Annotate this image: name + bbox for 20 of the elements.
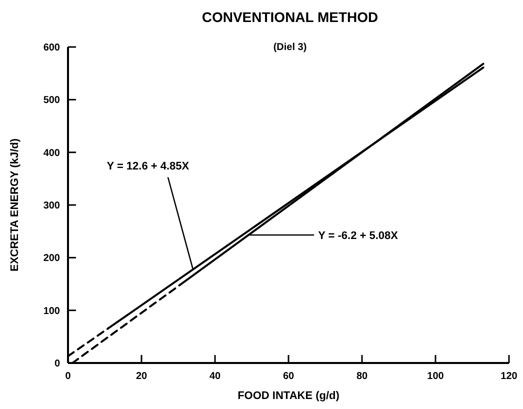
y-tick-label: 0 xyxy=(54,358,60,370)
y-tick-label: 600 xyxy=(43,42,60,54)
x-tick-label: 80 xyxy=(356,371,368,382)
chart-subtitle: (Diel 3) xyxy=(273,42,307,53)
y-tick-label: 100 xyxy=(43,306,60,317)
x-tick-label: 40 xyxy=(209,371,221,382)
x-tick-label: 0 xyxy=(65,371,72,382)
x-tick-label: 60 xyxy=(282,371,294,382)
annotation: Y = -6.2 + 5.08X xyxy=(318,230,399,242)
annotation: Y = 12.6 + 4.85X xyxy=(106,160,190,172)
x-tick-label: 100 xyxy=(427,371,444,382)
y-tick-label: 400 xyxy=(43,148,60,159)
chart-title: CONVENTIONAL METHOD xyxy=(202,9,378,25)
x-axis-title: FOOD INTAKE (g/d) xyxy=(238,390,340,402)
y-tick-label: 300 xyxy=(43,200,60,212)
x-tick-label: 20 xyxy=(136,371,148,382)
y-tick-label: 200 xyxy=(43,253,60,264)
y-axis-title: EXCRETA ENERGY (kJ/d) xyxy=(9,138,21,272)
x-tick-label: 120 xyxy=(500,371,518,382)
y-tick-label: 500 xyxy=(43,95,60,106)
